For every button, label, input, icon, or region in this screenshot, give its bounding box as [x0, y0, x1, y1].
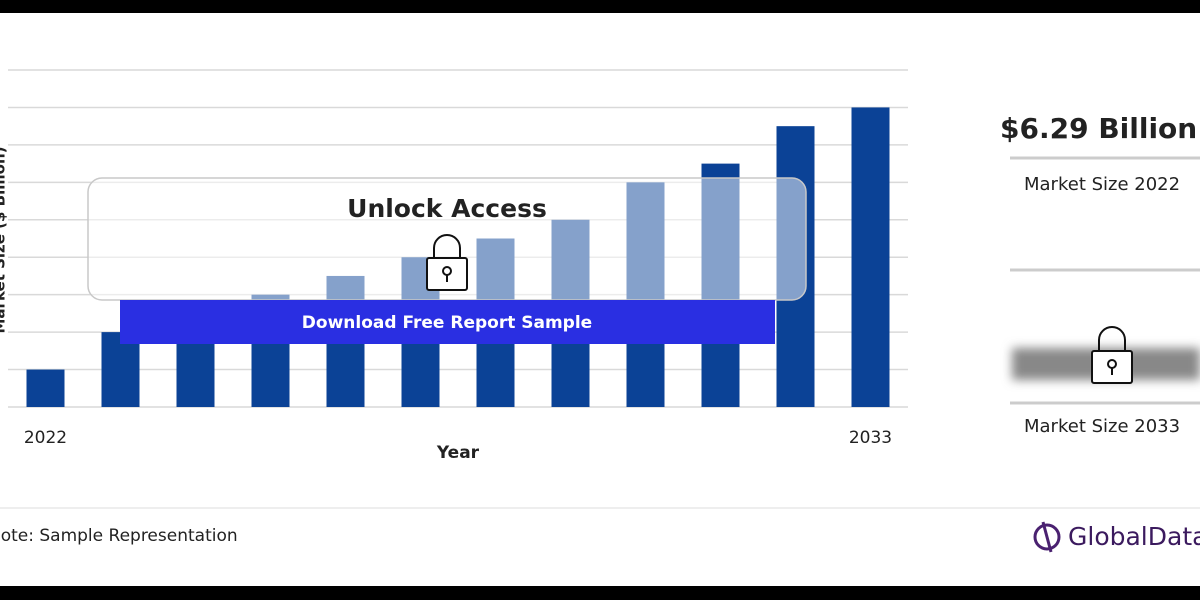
bar	[26, 369, 65, 407]
button-bg[interactable]	[120, 300, 775, 344]
y-axis-label: Market Size ($ Billion)	[0, 146, 9, 333]
x-tick-label: 2033	[849, 428, 892, 448]
lock-icon	[426, 234, 468, 291]
lock-icon	[1091, 326, 1133, 384]
logo-icon	[1033, 521, 1061, 553]
download-button[interactable]: Download Free Report Sample	[120, 300, 775, 344]
footer-note: Note: Sample Representation	[0, 526, 238, 546]
bar	[851, 107, 890, 407]
logo-text: GlobalData	[1068, 522, 1200, 551]
market-value: $6.29 Billion	[1000, 112, 1197, 145]
button-text[interactable]: Download Free Report Sample	[302, 313, 592, 333]
bar	[101, 332, 140, 407]
bottom-bar	[0, 586, 1200, 600]
overlay-title: Unlock Access	[347, 194, 547, 223]
top-bar	[0, 0, 1200, 13]
market-label-2033: Market Size 2033	[1024, 416, 1180, 437]
market-label-2022: Market Size 2022	[1024, 174, 1180, 195]
x-tick-label: 2022	[24, 428, 67, 448]
x-axis-label: Year	[436, 443, 480, 463]
